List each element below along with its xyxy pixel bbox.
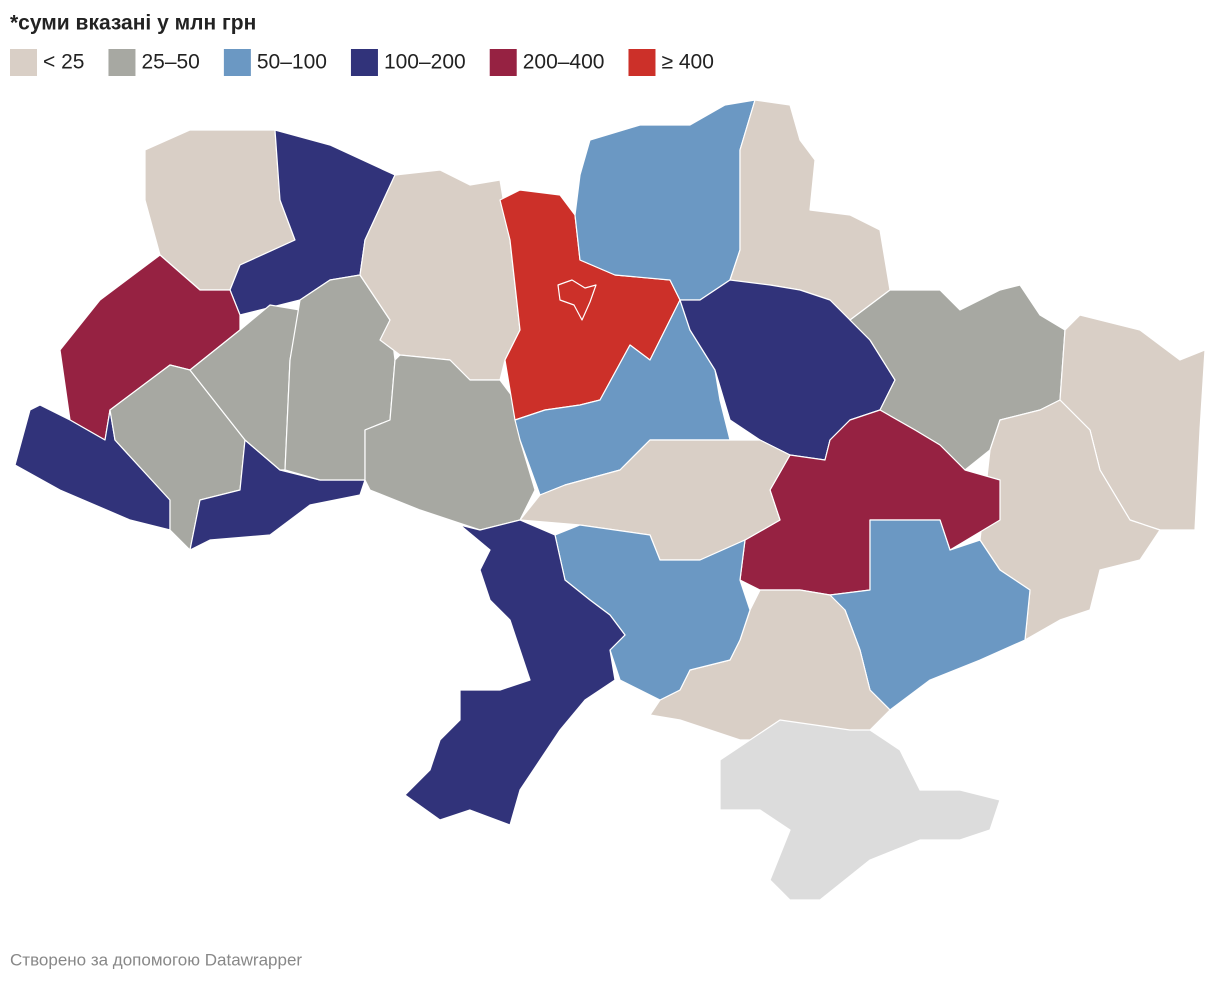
legend-swatch	[223, 49, 251, 76]
legend-swatch	[489, 49, 517, 76]
legend-label: 50–100	[257, 51, 327, 74]
legend-label: < 25	[43, 51, 84, 74]
crimea	[719, 719, 1001, 901]
legend-label: ≥ 400	[661, 51, 713, 74]
legend: < 25 25–50 50–100 100–200 200–400 ≥ 400	[10, 49, 714, 76]
region	[557, 279, 597, 321]
title: *суми вказані у млн грн	[10, 12, 256, 35]
legend-swatch	[350, 49, 378, 76]
footer: Створено за допомогою Datawrapper	[10, 950, 302, 969]
legend-label: 100–200	[384, 51, 466, 74]
legend-swatch	[108, 49, 136, 76]
legend-label: 200–400	[523, 51, 605, 74]
legend-swatch	[10, 49, 37, 76]
legend-swatch	[628, 49, 656, 76]
map	[14, 99, 1206, 901]
region	[404, 519, 626, 826]
legend-label: 25–50	[141, 51, 199, 74]
region	[574, 99, 756, 301]
